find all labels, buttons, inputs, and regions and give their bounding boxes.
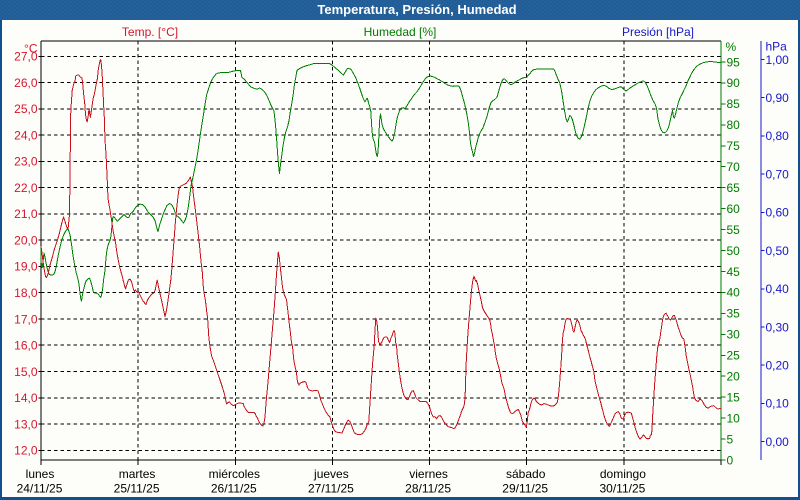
svg-text:°C: °C — [24, 42, 38, 56]
svg-text:15: 15 — [727, 391, 741, 405]
svg-text:23,0: 23,0 — [14, 155, 38, 169]
svg-text:24,0: 24,0 — [14, 128, 38, 142]
svg-text:0,50: 0,50 — [766, 244, 790, 258]
svg-text:16,0: 16,0 — [14, 339, 38, 353]
svg-text:14,0: 14,0 — [14, 391, 38, 405]
svg-text:18,0: 18,0 — [14, 286, 38, 300]
svg-text:29/11/25: 29/11/25 — [502, 481, 548, 495]
svg-text:miércoles: miércoles — [209, 467, 260, 481]
svg-text:24/11/25: 24/11/25 — [17, 481, 63, 495]
svg-text:0,70: 0,70 — [766, 167, 790, 181]
svg-text:70: 70 — [727, 160, 741, 174]
svg-text:0,90: 0,90 — [766, 91, 790, 105]
svg-text:35: 35 — [727, 307, 741, 321]
svg-text:30: 30 — [727, 328, 741, 342]
svg-text:27,0: 27,0 — [14, 50, 38, 64]
svg-text:lunes: lunes — [26, 467, 55, 481]
svg-text:65: 65 — [727, 181, 741, 195]
svg-text:50: 50 — [727, 244, 741, 258]
svg-text:40: 40 — [727, 286, 741, 300]
svg-text:27/11/25: 27/11/25 — [308, 481, 354, 495]
svg-text:25/11/25: 25/11/25 — [114, 481, 160, 495]
svg-text:13,0: 13,0 — [14, 417, 38, 431]
svg-text:20,0: 20,0 — [14, 234, 38, 248]
svg-text:25: 25 — [727, 349, 741, 363]
svg-text:26/11/25: 26/11/25 — [211, 481, 257, 495]
svg-text:1,00: 1,00 — [766, 53, 790, 67]
svg-text:21,0: 21,0 — [14, 207, 38, 221]
svg-text:0,00: 0,00 — [766, 435, 790, 449]
svg-text:30/11/25: 30/11/25 — [599, 481, 645, 495]
svg-text:15,0: 15,0 — [14, 365, 38, 379]
svg-text:domingo: domingo — [600, 467, 646, 481]
svg-text:45: 45 — [727, 265, 741, 279]
svg-text:10: 10 — [727, 411, 741, 425]
svg-text:0,60: 0,60 — [766, 206, 790, 220]
svg-text:0,80: 0,80 — [766, 129, 790, 143]
svg-text:22,0: 22,0 — [14, 181, 38, 195]
svg-text:0,20: 0,20 — [766, 359, 790, 373]
svg-text:60: 60 — [727, 202, 741, 216]
svg-text:Temp. [°C]: Temp. [°C] — [122, 25, 178, 39]
svg-text:25,0: 25,0 — [14, 102, 38, 116]
svg-text:20: 20 — [727, 370, 741, 384]
svg-text:Humedad [%]: Humedad [%] — [364, 25, 437, 39]
svg-text:95: 95 — [727, 55, 741, 69]
svg-text:0,10: 0,10 — [766, 397, 790, 411]
svg-text:28/11/25: 28/11/25 — [405, 481, 451, 495]
svg-text:80: 80 — [727, 118, 741, 132]
svg-text:Presión [hPa]: Presión [hPa] — [622, 25, 694, 39]
svg-text:55: 55 — [727, 223, 741, 237]
svg-text:jueves: jueves — [313, 467, 349, 481]
svg-text:0,40: 0,40 — [766, 282, 790, 296]
svg-text:0,30: 0,30 — [766, 320, 790, 334]
svg-text:12,0: 12,0 — [14, 444, 38, 458]
svg-text:5: 5 — [727, 432, 734, 446]
svg-text:85: 85 — [727, 97, 741, 111]
svg-text:sábado: sábado — [506, 467, 546, 481]
svg-text:0: 0 — [727, 453, 734, 467]
svg-text:%: % — [726, 40, 737, 54]
svg-text:26,0: 26,0 — [14, 76, 38, 90]
svg-text:19,0: 19,0 — [14, 260, 38, 274]
svg-text:hPa: hPa — [766, 40, 788, 54]
svg-text:viernes: viernes — [409, 467, 448, 481]
svg-text:75: 75 — [727, 139, 741, 153]
svg-text:90: 90 — [727, 76, 741, 90]
svg-text:17,0: 17,0 — [14, 312, 38, 326]
svg-text:martes: martes — [119, 467, 156, 481]
